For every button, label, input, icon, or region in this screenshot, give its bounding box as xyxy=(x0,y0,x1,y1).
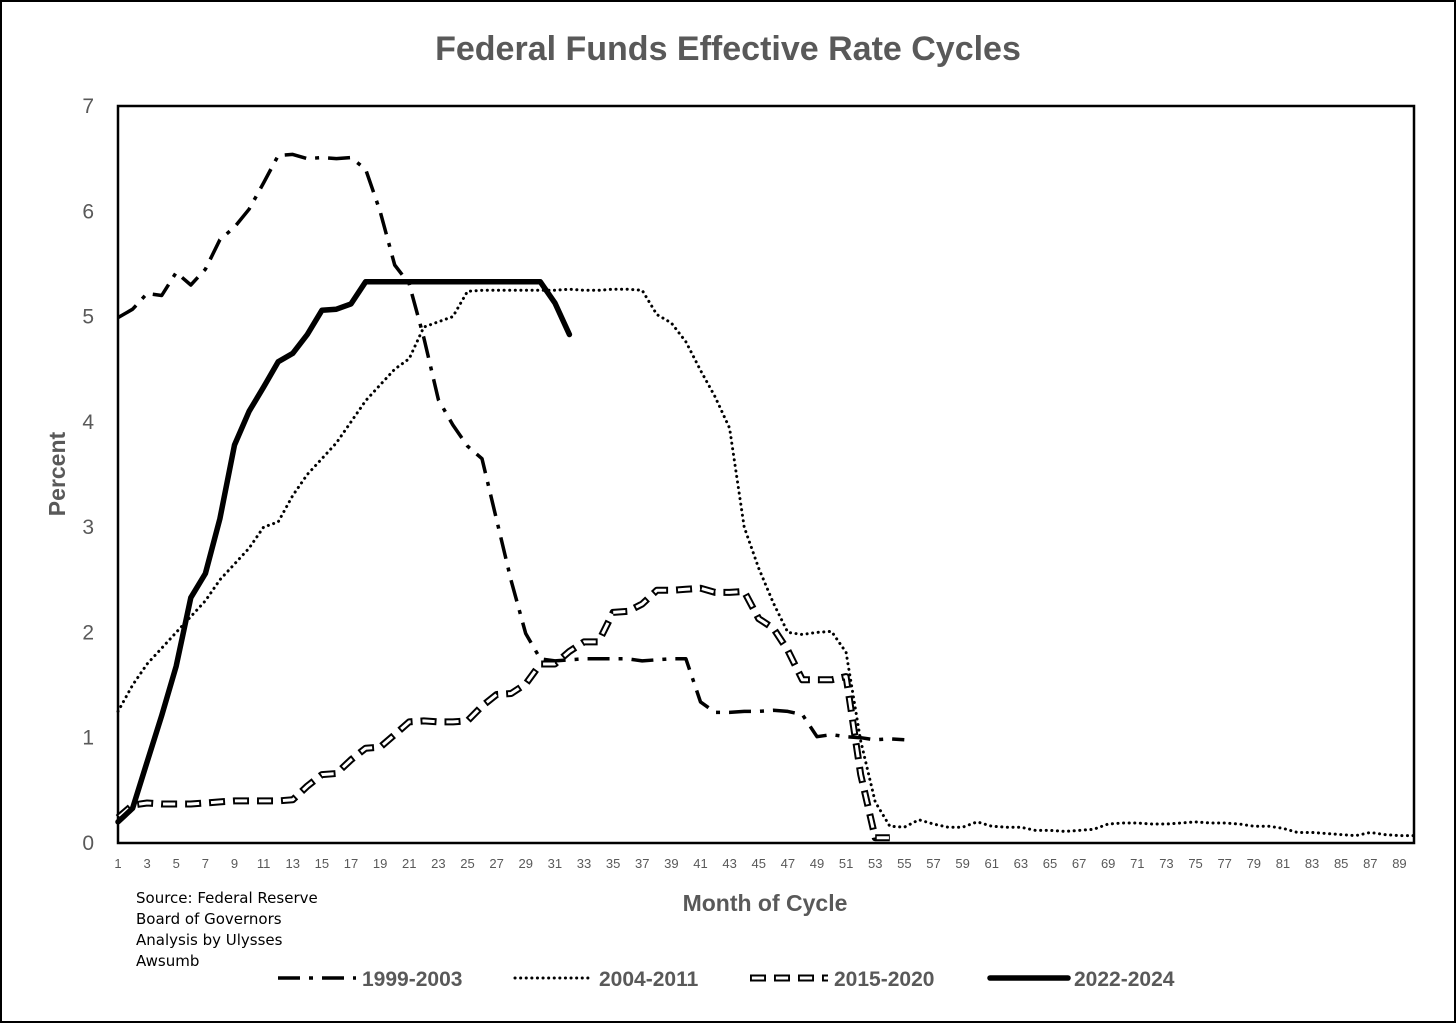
source-line: Board of Governors xyxy=(136,910,282,928)
x-tick-label: 49 xyxy=(810,856,824,871)
y-axis-title: Percent xyxy=(44,431,70,516)
legend-label: 2022-2024 xyxy=(1074,968,1175,991)
x-tick-label: 7 xyxy=(202,856,209,871)
series-1999-2003 xyxy=(117,152,905,742)
x-tick-label: 87 xyxy=(1363,856,1377,871)
series-line-2015-2020-inner xyxy=(117,586,890,840)
x-tick-label: 21 xyxy=(402,856,416,871)
source-note: Source: Federal Reserve Board of Governor… xyxy=(136,889,318,970)
x-tick-label: 33 xyxy=(577,856,591,871)
x-tick-label: 5 xyxy=(173,856,180,871)
series-line-2015-2020 xyxy=(115,584,890,842)
legend-label: 2015-2020 xyxy=(834,968,934,991)
x-tick-label: 47 xyxy=(781,856,795,871)
x-tick-label: 55 xyxy=(897,856,911,871)
x-tick-label: 89 xyxy=(1392,856,1406,871)
x-tick-label: 29 xyxy=(518,856,532,871)
legend-label: 2004-2011 xyxy=(599,968,699,991)
x-tick-label: 57 xyxy=(926,856,940,871)
legend-item: 1999-2003 xyxy=(278,968,462,991)
x-tick-label: 59 xyxy=(955,856,969,871)
x-tick-label: 69 xyxy=(1101,856,1115,871)
x-tick-label: 39 xyxy=(664,856,678,871)
y-tick-label: 3 xyxy=(82,516,94,539)
x-tick-label: 11 xyxy=(257,856,271,871)
x-tick-label: 1 xyxy=(114,856,121,871)
x-tick-label: 67 xyxy=(1072,856,1086,871)
series-line-1999-2003 xyxy=(117,152,905,742)
y-tick-label: 0 xyxy=(82,832,94,855)
x-tick-label: 23 xyxy=(431,856,445,871)
x-tick-label: 13 xyxy=(286,856,300,871)
source-line: Analysis by Ulysses xyxy=(136,931,283,949)
x-tick-label: 65 xyxy=(1043,856,1057,871)
legend-label: 1999-2003 xyxy=(362,968,462,991)
x-tick-label: 63 xyxy=(1014,856,1028,871)
y-tick-label: 5 xyxy=(82,306,94,329)
x-tick-label: 61 xyxy=(984,856,998,871)
plot-area xyxy=(116,104,1416,845)
x-tick-label: 15 xyxy=(315,856,329,871)
x-tick-label: 35 xyxy=(606,856,620,871)
chart-title: Federal Funds Effective Rate Cycles xyxy=(435,30,1021,68)
x-axis-title: Month of Cycle xyxy=(683,890,848,916)
legend-item: 2022-2024 xyxy=(987,968,1175,991)
legend-item: 2004-2011 xyxy=(513,968,699,991)
series-line-2022-2024 xyxy=(115,279,573,825)
x-tick-label: 77 xyxy=(1217,856,1231,871)
x-tick-label: 73 xyxy=(1159,856,1173,871)
x-tick-label: 37 xyxy=(635,856,649,871)
x-tick-label: 45 xyxy=(751,856,765,871)
series-line-2004-2011 xyxy=(116,287,1416,838)
series-2022-2024 xyxy=(115,279,573,825)
series-2015-2020 xyxy=(115,584,890,842)
x-tick-label: 19 xyxy=(373,856,387,871)
x-tick-label: 17 xyxy=(344,856,358,871)
x-tick-label: 79 xyxy=(1247,856,1261,871)
legend-item: 2015-2020 xyxy=(750,968,934,991)
x-tick-label: 3 xyxy=(144,856,151,871)
x-tick-label: 25 xyxy=(460,856,474,871)
series-layer xyxy=(115,152,1416,842)
y-tick-label: 2 xyxy=(82,621,94,644)
y-tick-label: 6 xyxy=(82,200,94,223)
legend: 1999-2003 2004-2011 2015-2020 2022-2024 xyxy=(278,968,1175,991)
source-line: Source: Federal Reserve xyxy=(136,889,318,907)
x-tick-label: 41 xyxy=(693,856,707,871)
x-tick-label: 27 xyxy=(489,856,503,871)
x-tick-label: 71 xyxy=(1130,856,1144,871)
x-tick-label: 51 xyxy=(839,856,853,871)
x-tick-label: 85 xyxy=(1334,856,1348,871)
y-tick-label: 4 xyxy=(82,411,94,434)
source-line: Awsumb xyxy=(136,952,199,970)
x-tick-label: 43 xyxy=(722,856,736,871)
y-tick-label: 7 xyxy=(82,95,94,118)
x-tick-label: 53 xyxy=(868,856,882,871)
x-tick-label: 75 xyxy=(1188,856,1202,871)
x-tick-label: 83 xyxy=(1305,856,1319,871)
x-tick-label: 81 xyxy=(1276,856,1290,871)
x-tick-label: 9 xyxy=(231,856,238,871)
series-2004-2011 xyxy=(116,287,1416,838)
y-tick-label: 1 xyxy=(82,727,94,750)
x-tick-label: 31 xyxy=(548,856,562,871)
y-axis-ticks: 0 1 2 3 4 5 6 7 xyxy=(82,95,94,855)
x-axis-ticks: 1 3 5 7 9 11 13 15 17 19 21 23 25 27 29 31 33 35 37 39 41 43 4… xyxy=(114,856,1406,871)
